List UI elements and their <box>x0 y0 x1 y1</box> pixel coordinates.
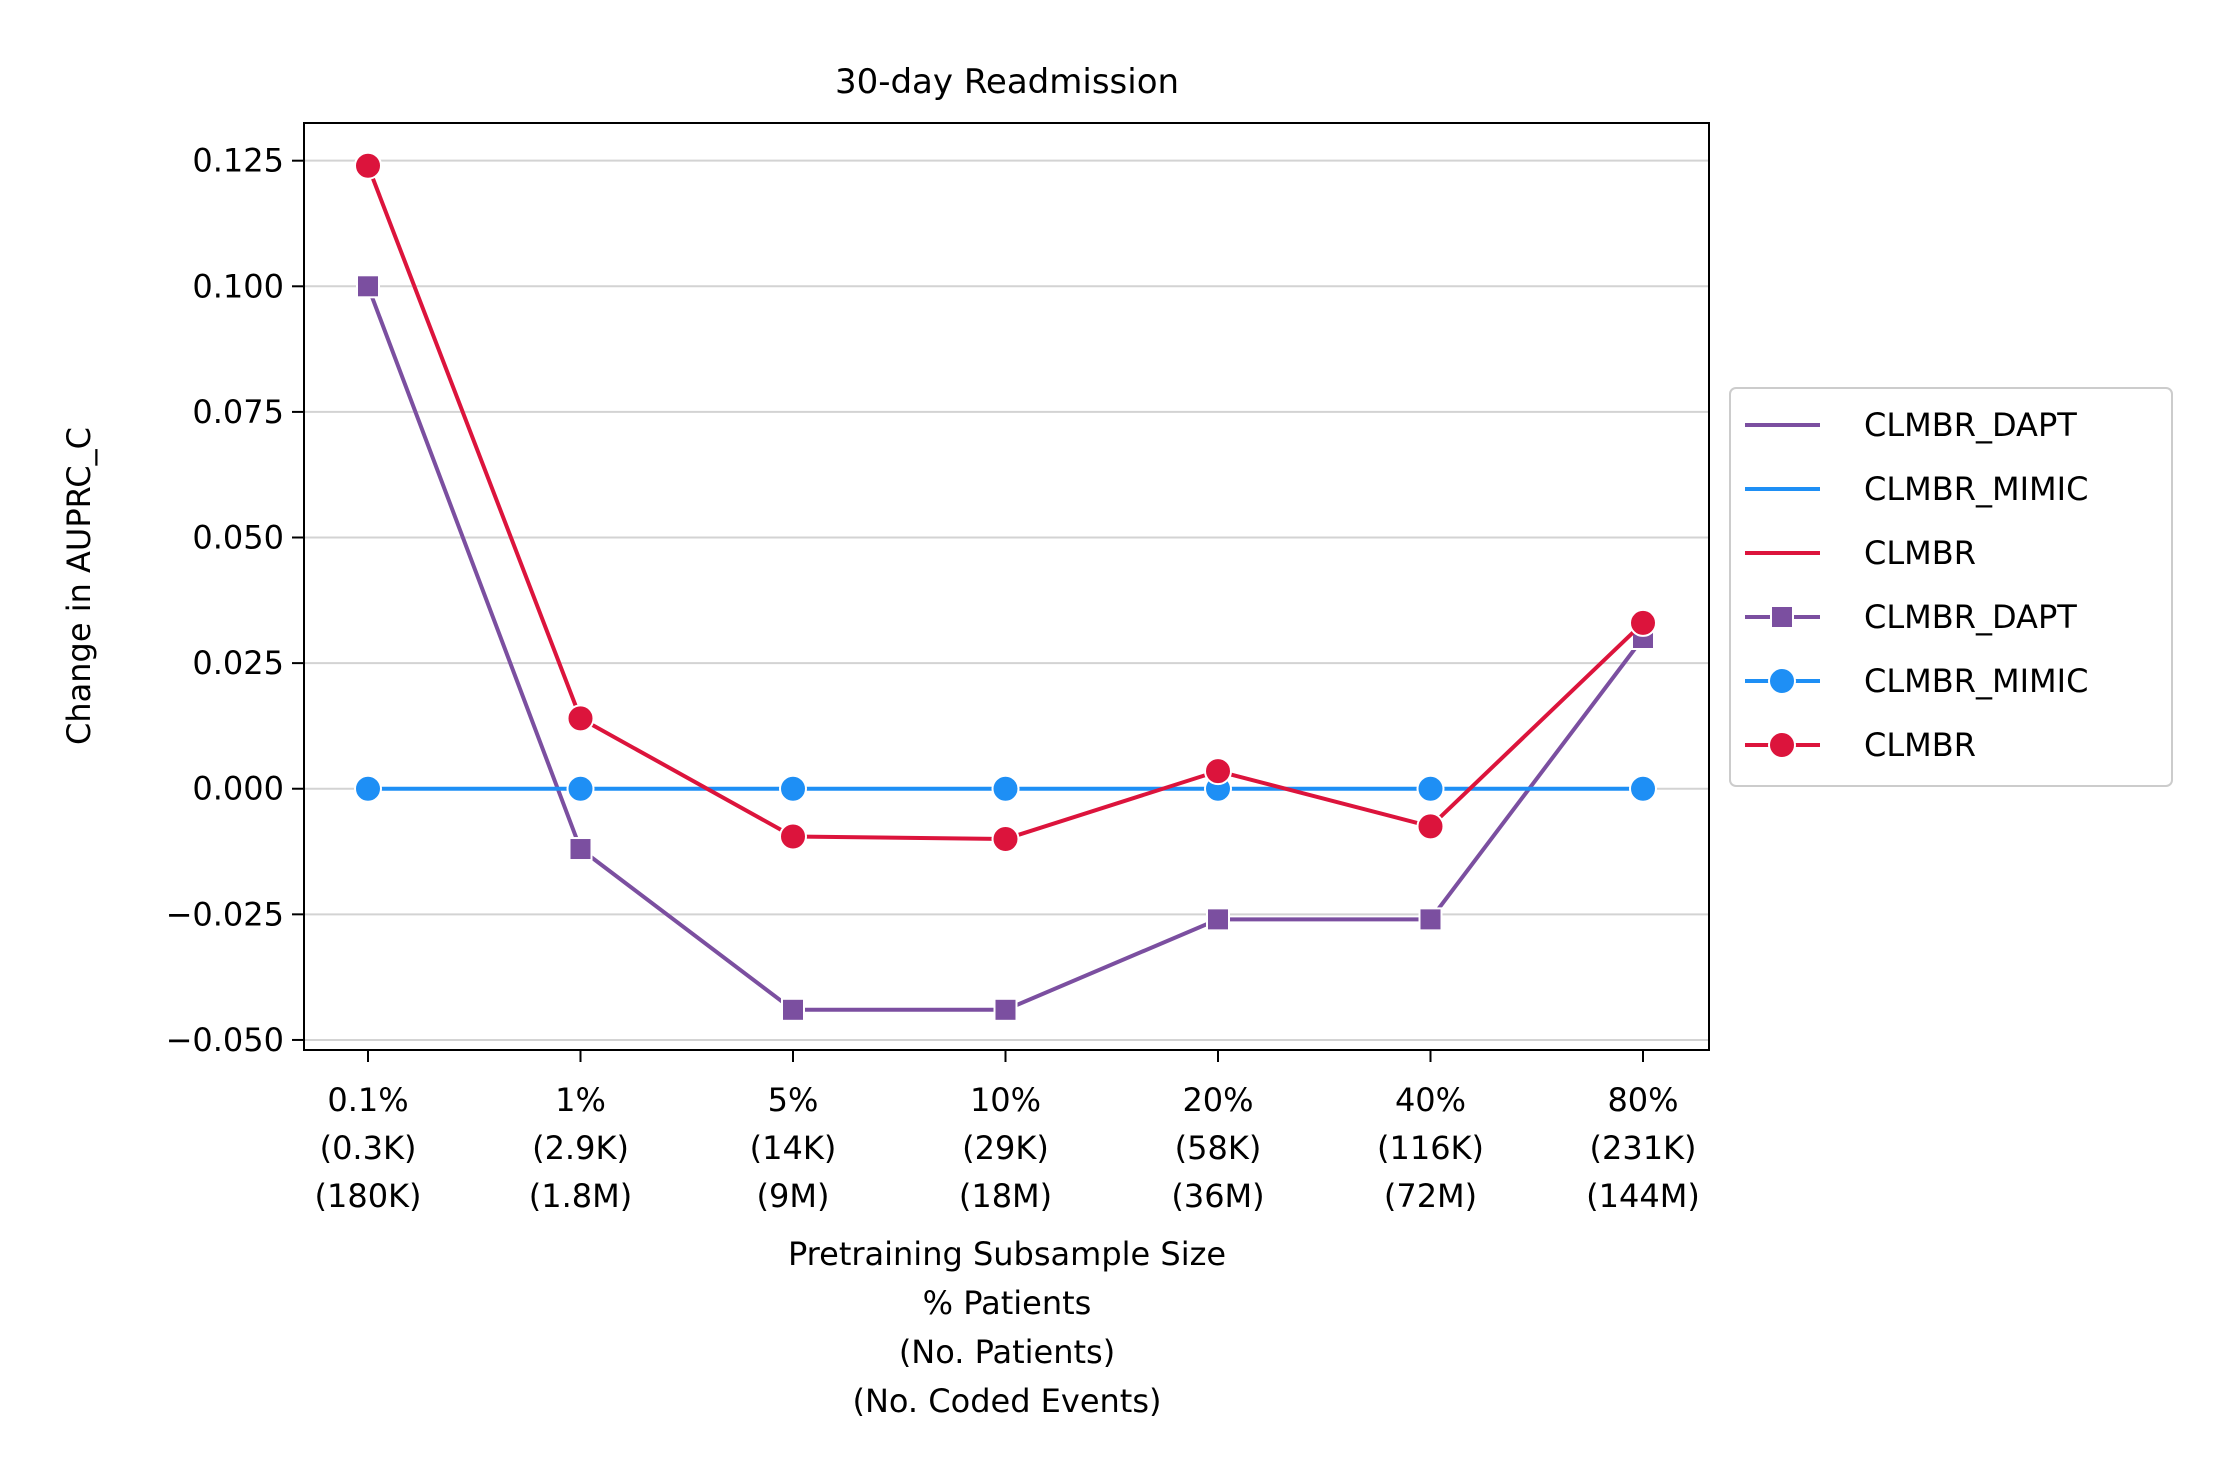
series-line <box>366 164 1645 841</box>
y-tick-label: −0.050 <box>166 1021 284 1059</box>
series-layer <box>354 151 1657 1022</box>
plot-frame <box>303 122 1710 1051</box>
legend-label: CLMBR <box>1864 726 1976 764</box>
data-point <box>1416 812 1445 841</box>
x-axis-label: Pretraining Subsample Size % Patients (No.… <box>788 1235 1226 1420</box>
data-point <box>1418 907 1443 932</box>
legend-label: CLMBR_DAPT <box>1864 406 2077 444</box>
data-point <box>566 704 595 733</box>
x-tick-label: 20% <box>1182 1081 1253 1119</box>
y-tick-label: 0.050 <box>192 519 284 557</box>
y-tick-label: 0.100 <box>192 267 284 305</box>
data-point <box>779 822 807 851</box>
legend-label: CLMBR_MIMIC <box>1864 470 2088 508</box>
data-point <box>779 774 807 803</box>
data-point <box>1204 757 1232 786</box>
x-tick-label: 40% <box>1395 1081 1466 1119</box>
x-tick-label: (180K) <box>314 1177 421 1215</box>
data-point <box>991 824 1020 853</box>
legend-marker <box>1768 731 1796 759</box>
series-line <box>366 285 1645 1012</box>
legend-label: CLMBR_DAPT <box>1864 598 2077 636</box>
y-tick-label: 0.075 <box>192 393 284 431</box>
y-tick-label: −0.025 <box>166 895 284 933</box>
data-point <box>354 774 382 803</box>
data-point <box>1206 907 1230 932</box>
x-tick-label: (58K) <box>1175 1129 1262 1167</box>
data-point <box>1629 608 1657 637</box>
x-tick-label: (144M) <box>1586 1177 1700 1215</box>
data-point <box>566 774 595 803</box>
x-tick-label: (231K) <box>1589 1129 1696 1167</box>
x-tick-label: (0.3K) <box>320 1129 417 1167</box>
y-axis: −0.050 −0.025 0.000 0.025 0.050 0.075 0.100 0.1… <box>166 142 304 1059</box>
x-axis-label-line: Pretraining Subsample Size <box>788 1235 1226 1273</box>
x-tick-label: (14K) <box>750 1129 837 1167</box>
x-axis-label-line: % Patients <box>923 1284 1092 1322</box>
data-point <box>991 774 1020 803</box>
legend-marker <box>1770 605 1794 629</box>
legend-entry: CLMBR_MIMIC <box>1745 662 2088 700</box>
x-axis: 0.1% (0.3K) (180K) 1% (2.9K) (1.8M) 5% (14K) (9M… <box>314 1050 1700 1215</box>
y-axis-label: Change in AUPRC_C <box>60 427 98 745</box>
data-point <box>1629 774 1657 803</box>
x-tick-label: (72M) <box>1384 1177 1477 1215</box>
chart-title: 30-day Readmission <box>835 62 1179 102</box>
y-tick-label: 0.000 <box>192 770 284 808</box>
data-point <box>568 837 593 862</box>
x-tick-label: 10% <box>970 1081 1041 1119</box>
legend-marker <box>1768 667 1796 695</box>
series-clmbr-mimic <box>354 774 1657 803</box>
data-point <box>356 274 380 299</box>
x-tick-label: (116K) <box>1377 1129 1484 1167</box>
legend-entry: CLMBR <box>1745 534 1976 572</box>
x-tick-label: (1.8M) <box>529 1177 632 1215</box>
x-axis-label-line: (No. Coded Events) <box>852 1382 1161 1420</box>
data-point <box>1416 774 1445 803</box>
x-tick-label: (9M) <box>757 1177 830 1215</box>
x-tick-label: 5% <box>768 1081 819 1119</box>
legend-box <box>1729 387 2173 787</box>
series-clmbr <box>354 151 1657 853</box>
x-axis-label-line: (No. Patients) <box>899 1333 1115 1371</box>
x-tick-label: (2.9K) <box>532 1129 629 1167</box>
legend-label: CLMBR_MIMIC <box>1864 662 2088 700</box>
x-tick-label: (36M) <box>1171 1177 1264 1215</box>
legend: CLMBR_DAPT CLMBR_MIMIC CLMBR CLMBR_DAPT CLMB… <box>1729 387 2173 787</box>
x-tick-label: (29K) <box>962 1129 1049 1167</box>
data-point <box>354 151 382 180</box>
legend-entry: CLMBR_MIMIC <box>1745 470 2088 508</box>
x-tick-label: (18M) <box>959 1177 1052 1215</box>
series-clmbr-dapt <box>356 274 1655 1022</box>
legend-label: CLMBR <box>1864 534 1976 572</box>
legend-entry: CLMBR_DAPT <box>1745 406 2077 444</box>
x-tick-label: 1% <box>555 1081 606 1119</box>
legend-entry: CLMBR_DAPT <box>1745 598 2077 636</box>
y-tick-label: 0.025 <box>192 644 284 682</box>
x-tick-label: 0.1% <box>327 1081 408 1119</box>
y-tick-label: 0.125 <box>192 142 284 180</box>
gridlines <box>304 159 1709 1041</box>
data-point <box>781 997 805 1022</box>
data-point <box>993 997 1018 1022</box>
legend-entry: CLMBR <box>1745 726 1976 764</box>
x-tick-label: 80% <box>1607 1081 1678 1119</box>
